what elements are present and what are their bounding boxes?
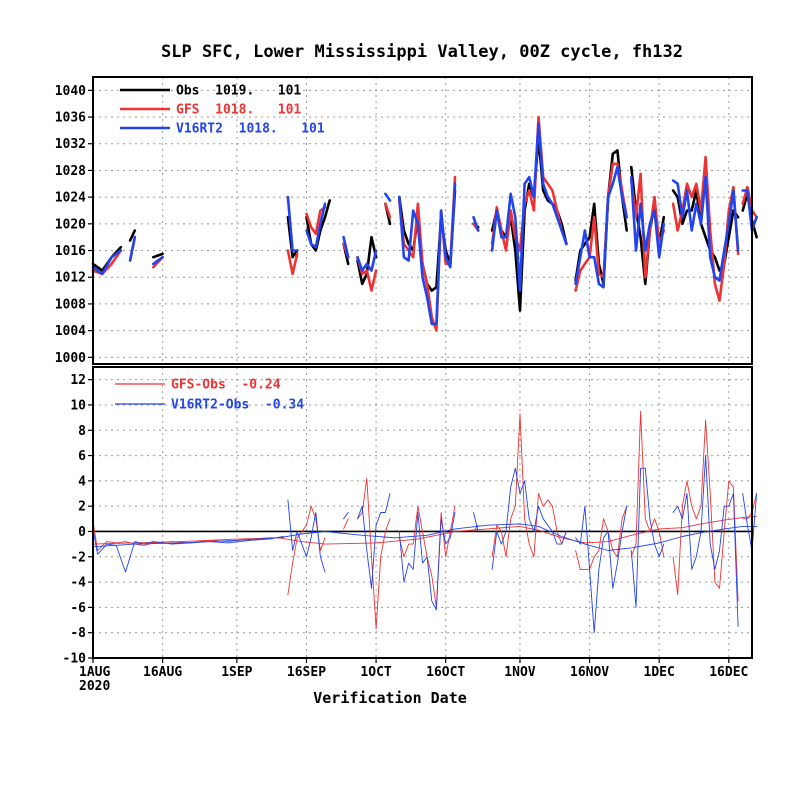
x-tick-label: 16OCT [426, 665, 465, 680]
series-line-obs [671, 189, 740, 272]
series-line-v16rt2 [152, 255, 164, 266]
series-line-gfs-obs [672, 419, 739, 602]
difference-panel: -10 -8 -6 -4 -2 0 2 4 6 8 10 12 GFS-Obs -0.24 V16RT2-… [63, 366, 758, 667]
x-axis-label: Verification Date [313, 689, 467, 707]
series-line-v16rt2 [472, 215, 480, 232]
y-tick-label: 1032 [55, 137, 86, 152]
y-tick-label: 1028 [55, 164, 86, 179]
series-line-v16rt2-obs [287, 499, 326, 573]
series-line-v16rt2 [286, 195, 299, 252]
y-tick-label: 10 [70, 398, 86, 413]
y-tick-label: 1012 [55, 271, 86, 286]
series-line-obs [574, 149, 629, 286]
series-line-v16rt2-obs [672, 455, 739, 627]
series-line-v16rt2 [629, 175, 666, 259]
y-tick-label: 6 [78, 449, 86, 464]
series-line-gfs [490, 115, 568, 252]
y-tick-label: 1004 [55, 324, 86, 339]
series-line-gfs-obs [357, 477, 391, 630]
series-line-obs [152, 252, 164, 259]
series-line-gfs [629, 172, 666, 279]
legend-entry: GFS 1018. 101 [176, 103, 301, 118]
series-line-v16rt2-obs [575, 505, 628, 634]
series-line-v16rt2 [384, 192, 392, 202]
y-tick-label: -6 [70, 601, 86, 616]
series-line-gfs-obs [491, 413, 567, 558]
series-line-gfs-obs [92, 520, 284, 551]
x-tick-label: 1OCT [360, 665, 391, 680]
plot-frame [92, 366, 753, 659]
y-tick-label: 1008 [55, 297, 86, 312]
x-axis: 1AUG 16AUG 1SEP 16SEP 1OCT 16OCT 1NOV 16NOV 1DEC… [79, 658, 748, 694]
series-line-gfs [286, 249, 299, 276]
y-tick-label: 1040 [55, 84, 86, 99]
y-tick-label: 8 [78, 424, 86, 439]
y-tick-label: 1020 [55, 217, 86, 232]
y-tick-label: 1036 [55, 111, 86, 126]
series-line-obs [128, 229, 137, 242]
series-line-v16rt2-obs [398, 512, 456, 611]
x-tick-label: 16DEC [709, 665, 748, 680]
series-line-v16rt2 [490, 122, 568, 292]
y-tick-label: 1000 [55, 351, 86, 366]
series-line-v16rt2-obs-30d-mean [92, 523, 758, 551]
x-tick-label: 16AUG [143, 665, 182, 680]
y-tick-label: 12 [70, 373, 86, 388]
x-year-label: 2020 [79, 679, 110, 694]
series-line-obs [286, 215, 299, 259]
series-line-v16rt2 [305, 202, 327, 249]
y-tick-label: -10 [63, 652, 87, 667]
series-line-v16rt2-obs [343, 512, 349, 520]
legend-entry: V16RT2 1018. 101 [176, 122, 325, 137]
series-line-v16rt2 [342, 235, 350, 259]
series-line-v16rt2 [741, 189, 758, 232]
series-line-v16rt2-obs [630, 467, 665, 608]
series-line-gfs-obs [575, 505, 628, 570]
y-tick-label: 4 [78, 474, 86, 489]
series-line-gfs [741, 185, 758, 219]
x-tick-label: 16NOV [570, 665, 609, 680]
series-line-v16rt2 [397, 182, 457, 326]
series-line-v16rt2 [128, 235, 137, 262]
y-tick-label: 1024 [55, 191, 86, 206]
y-tick-label: -2 [70, 550, 86, 565]
series-line-v16rt2 [356, 249, 378, 272]
series-line-v16rt2-obs [742, 493, 758, 551]
x-tick-label: 1NOV [504, 665, 535, 680]
series-line-gfs-obs-30d-mean [92, 515, 758, 545]
x-tick-label: 1SEP [221, 665, 252, 680]
x-tick-label: 1DEC [644, 665, 675, 680]
series-line-v16rt2-obs [473, 512, 479, 532]
x-tick-label: 1AUG [79, 665, 110, 680]
y-tick-label: 1016 [55, 244, 86, 259]
y-tick-label: 2 [78, 500, 86, 515]
y-tick-label: -4 [70, 576, 86, 591]
series-line-gfs-obs [742, 493, 758, 520]
series-line-v16rt2 [574, 165, 629, 289]
series-line-v16rt2-obs [491, 467, 567, 570]
legend-entry: V16RT2-Obs -0.34 [171, 398, 304, 413]
series-line-v16rt2-obs [92, 528, 284, 573]
series-line-gfs [305, 205, 327, 236]
series-line-v16rt2 [91, 249, 123, 276]
slp-panel: 1000 1004 1008 1012 1016 1020 1024 1028 1032 1036… [55, 76, 758, 366]
y-tick-label: 0 [78, 525, 86, 540]
chart-title: SLP SFC, Lower Mississippi Valley, 00Z c… [161, 42, 683, 62]
plot-frame [92, 76, 753, 365]
x-tick-label: 16SEP [287, 665, 326, 680]
legend-entry: Obs 1019. 101 [176, 84, 301, 99]
series-line-gfs-obs [343, 518, 349, 530]
y-tick-label: -8 [70, 626, 86, 641]
series-line-obs [397, 189, 457, 292]
series-line-v16rt2 [671, 175, 740, 282]
series-line-v16rt2-obs [357, 493, 391, 589]
series-line-gfs [384, 202, 392, 219]
legend-entry: GFS-Obs -0.24 [171, 378, 281, 393]
series-line-gfs [91, 249, 123, 276]
